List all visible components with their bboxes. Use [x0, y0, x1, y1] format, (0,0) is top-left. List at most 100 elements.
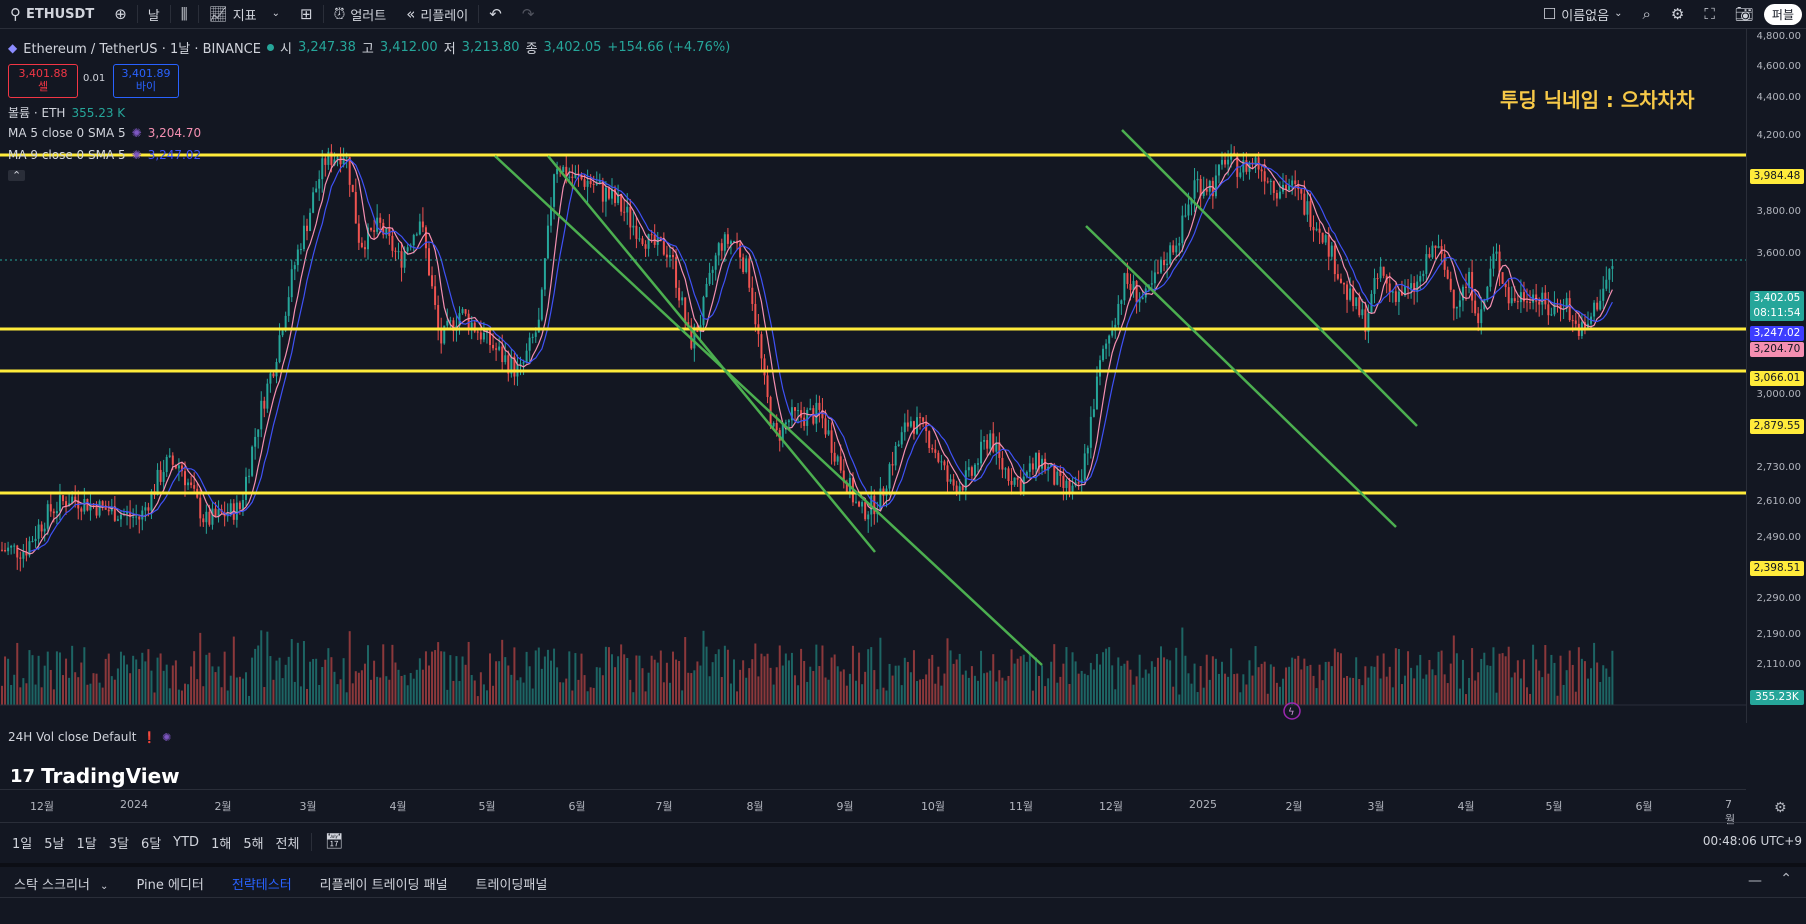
- settings-button[interactable]: ⚙: [1661, 0, 1694, 28]
- add-symbol-button[interactable]: ⊕: [104, 0, 137, 28]
- volume-bar: [434, 650, 437, 705]
- range-all[interactable]: 전체: [275, 836, 300, 852]
- buy-button[interactable]: 3,401.89 바이: [113, 64, 179, 98]
- vol24-indicator[interactable]: 24H Vol close Default ❗ ✺: [8, 730, 171, 744]
- volume-bar: [1519, 678, 1522, 705]
- collapse-legend-button[interactable]: ⌃: [8, 170, 26, 181]
- trend-line[interactable]: [1085, 225, 1397, 528]
- volume-bar: [928, 658, 931, 705]
- goto-date-button[interactable]: 📅︎: [318, 834, 349, 850]
- replay-button[interactable]: « 리플레이: [396, 0, 478, 28]
- clock[interactable]: 00:48:06 UTC+9: [1702, 834, 1802, 848]
- ma5-indicator[interactable]: MA 5 close 0 SMA 5 ✺ 3,204.70: [8, 126, 201, 140]
- minimize-icon[interactable]: —: [1748, 873, 1762, 889]
- lightning-icon[interactable]: [1283, 702, 1301, 720]
- volume-bar: [961, 674, 964, 705]
- maximize-icon[interactable]: ⌃: [1780, 871, 1792, 887]
- layout-name-button[interactable]: ☐ 이름없음 ⌄: [1533, 0, 1633, 28]
- time-label: 6월: [568, 800, 586, 813]
- symbol-search[interactable]: ⚲ ETHUSDT: [0, 0, 104, 28]
- candle-body: [1388, 283, 1391, 293]
- undo-button[interactable]: ↶: [479, 0, 512, 28]
- volume-bar: [1147, 673, 1150, 705]
- range-5y[interactable]: 5해: [243, 836, 264, 852]
- volume-indicator[interactable]: 볼륨 · ETH 355.23 K: [8, 104, 125, 121]
- candle-body: [1129, 283, 1132, 290]
- range-6m[interactable]: 6달: [140, 836, 162, 852]
- volume-bar: [421, 669, 424, 705]
- time-axis[interactable]: 12월 2024 2월 3월 4월 5월 6월 7월 8월 9월 10월 11월 12월 2025 2월 3월…: [0, 789, 1746, 826]
- axis-settings-icon[interactable]: ⚙: [1774, 800, 1787, 816]
- publish-button[interactable]: 퍼블: [1763, 3, 1802, 25]
- candle-body: [363, 247, 366, 250]
- price-axis[interactable]: 4,800.00 4,600.00 4,400.00 4,200.00 3,80…: [1746, 29, 1806, 723]
- tab-replay-trading-panel[interactable]: 리플레이 트레이딩 패널: [319, 877, 448, 893]
- interval-button[interactable]: 날: [138, 0, 170, 28]
- candle-body: [1120, 300, 1123, 304]
- volume-bar: [1242, 674, 1245, 705]
- volume-bar: [1599, 681, 1602, 705]
- volume-bar: [1257, 667, 1260, 705]
- candle-body: [961, 486, 964, 491]
- candle-body: [162, 472, 165, 482]
- candle-body: [614, 189, 617, 203]
- trend-line[interactable]: [494, 155, 1043, 666]
- range-ytd[interactable]: YTD: [173, 834, 200, 850]
- alert-label: 얼러트: [350, 8, 387, 24]
- candle-body: [1010, 480, 1013, 485]
- tab-stock-screener[interactable]: 스탁 스크리너 ⌄: [0, 874, 122, 893]
- tab-pine-editor[interactable]: Pine 에디터: [136, 877, 204, 893]
- candle-body: [1025, 471, 1028, 477]
- volume-bar: [1315, 688, 1318, 705]
- fullscreen-button[interactable]: ⛶: [1694, 0, 1725, 28]
- alert-button[interactable]: ⏰︎ 얼러트: [324, 0, 397, 28]
- tab-strategy-tester[interactable]: 전략테스터: [231, 877, 292, 893]
- quick-search-button[interactable]: ⌕: [1632, 0, 1660, 28]
- volume-bar: [995, 681, 998, 705]
- volume-bar: [123, 655, 125, 705]
- candle-body: [1044, 458, 1047, 471]
- volume-bar: [1382, 653, 1385, 705]
- trend-line[interactable]: [547, 155, 876, 553]
- range-1d[interactable]: 1일: [12, 836, 33, 852]
- layouts-button[interactable]: ⊞: [290, 0, 323, 28]
- volume-bar: [126, 664, 129, 705]
- sell-button[interactable]: 3,401.88 셀: [8, 64, 78, 98]
- price-chart[interactable]: ϟ: [0, 29, 1746, 723]
- candle-body: [1263, 171, 1266, 182]
- candle-body: [184, 471, 186, 486]
- volume-bar: [1153, 666, 1156, 705]
- volume-bar: [1352, 677, 1355, 705]
- candle-body: [772, 422, 775, 427]
- volume-bar: [65, 658, 68, 705]
- volume-bar: [1330, 666, 1333, 705]
- candle-body: [354, 191, 357, 224]
- gear-icon: ⚙: [1670, 4, 1685, 23]
- volume-bar: [870, 647, 873, 705]
- ma5-value: 3,204.70: [147, 126, 202, 140]
- candle-body: [193, 485, 196, 489]
- range-3m[interactable]: 3달: [108, 836, 129, 852]
- volume-bar: [1077, 673, 1080, 705]
- range-5d[interactable]: 5날: [44, 836, 65, 852]
- volume-bar: [519, 677, 522, 705]
- redo-button[interactable]: ↷: [512, 0, 545, 28]
- volume-bar: [931, 654, 934, 705]
- range-1y[interactable]: 1해: [211, 836, 232, 852]
- trend-line[interactable]: [1121, 129, 1418, 427]
- tradingview-logo[interactable]: 𝟭𝟳 TradingView: [10, 764, 180, 788]
- volume-bar: [397, 669, 400, 705]
- chart-type-button[interactable]: ⫼: [171, 0, 198, 28]
- snapshot-button[interactable]: 📷︎: [1725, 0, 1764, 28]
- volume-bar: [1239, 692, 1242, 705]
- warning-icon: ❗: [142, 730, 157, 744]
- candle-body: [1477, 313, 1480, 324]
- ma9-indicator[interactable]: MA 9 close 0 SMA 5 ✺ 3,247.02: [8, 148, 201, 162]
- range-1m[interactable]: 1달: [76, 836, 97, 852]
- indicators-button[interactable]: 📈︎ 지표 ⌄: [199, 0, 290, 28]
- volume-bar: [815, 644, 818, 705]
- volume-bar: [711, 662, 714, 705]
- volume-bar: [379, 677, 382, 705]
- volume-bar: [119, 651, 122, 705]
- tab-trading-panel[interactable]: 트레이딩패널: [475, 877, 548, 893]
